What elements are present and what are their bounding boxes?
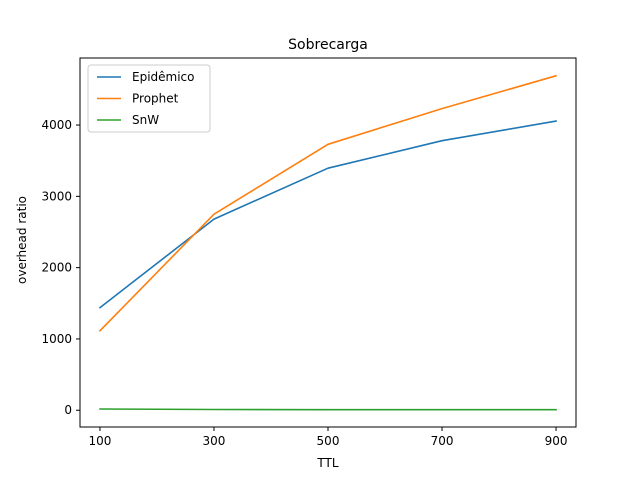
x-tick-label: 700 (431, 434, 454, 448)
series-line-2 (99, 408, 557, 411)
legend: Epidêmico Prophet SnW (87, 64, 211, 133)
y-tick-label: 2000 (41, 261, 72, 275)
legend-label: SnW (132, 113, 159, 127)
x-tick-label: 100 (89, 434, 112, 448)
x-axis-label: TTL (316, 456, 338, 470)
y-tick-label: 4000 (41, 118, 72, 132)
series-lines (98, 74, 557, 411)
series-line-0 (98, 120, 557, 309)
legend-label: Prophet (132, 92, 179, 106)
x-axis: 100 300 500 700 900 (89, 427, 568, 448)
y-tick-label: 1000 (41, 332, 72, 346)
y-axis-label: overhead ratio (15, 196, 29, 284)
legend-box (87, 64, 211, 133)
x-tick-label: 300 (203, 434, 226, 448)
y-tick-label: 0 (64, 403, 72, 417)
y-axis: 0 1000 2000 3000 4000 (41, 118, 80, 417)
legend-label: Epidêmico (132, 70, 195, 84)
x-tick-label: 900 (545, 434, 568, 448)
y-tick-label: 3000 (41, 189, 72, 203)
x-tick-label: 500 (317, 434, 340, 448)
series-line-1 (98, 74, 557, 332)
chart-title: Sobrecarga (288, 37, 368, 53)
